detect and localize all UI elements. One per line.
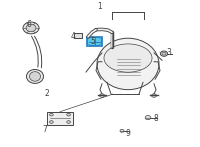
Circle shape [99,44,101,46]
Circle shape [145,116,151,120]
Ellipse shape [30,72,40,81]
Circle shape [99,37,101,39]
Text: 8: 8 [154,114,158,123]
Circle shape [67,113,70,116]
Circle shape [88,37,90,39]
Circle shape [26,24,36,32]
Ellipse shape [26,70,44,83]
Text: 7: 7 [43,125,47,134]
Text: 9: 9 [126,129,130,138]
Circle shape [50,113,53,116]
Text: 5: 5 [91,37,95,46]
Text: 6: 6 [27,20,31,30]
Text: 2: 2 [45,89,49,98]
FancyBboxPatch shape [87,37,102,46]
Ellipse shape [104,44,152,72]
Circle shape [100,94,104,97]
Text: 3: 3 [167,48,171,57]
Circle shape [162,52,166,55]
Circle shape [160,51,168,56]
Circle shape [88,44,90,46]
FancyBboxPatch shape [47,112,73,125]
Ellipse shape [97,38,159,90]
Circle shape [23,22,39,34]
Circle shape [67,121,70,123]
Circle shape [152,94,156,97]
FancyBboxPatch shape [74,33,82,38]
Circle shape [50,121,53,123]
Circle shape [120,129,124,132]
Text: 4: 4 [71,31,75,41]
Text: 1: 1 [98,2,102,11]
